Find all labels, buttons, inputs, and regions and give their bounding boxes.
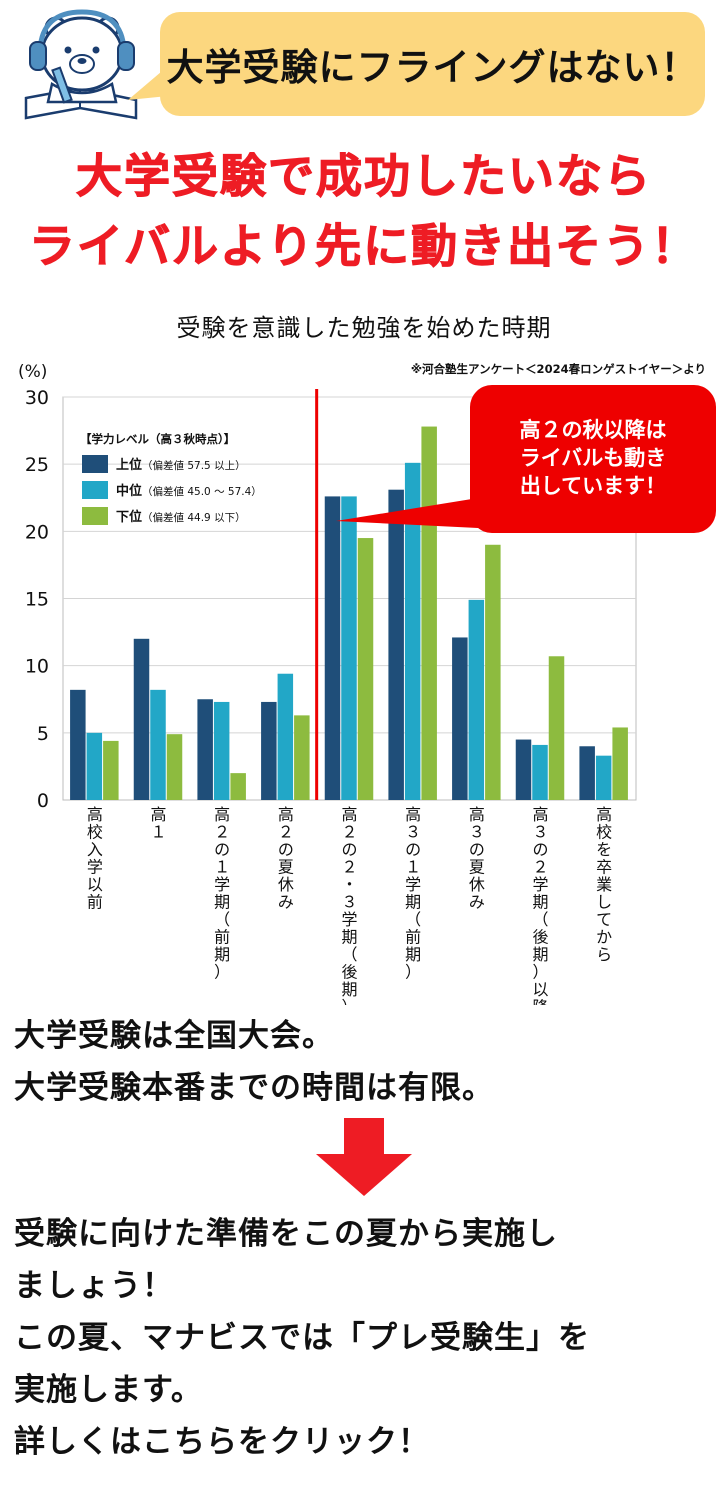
para2-line3: この夏、マナビスでは「プレ受験生」を bbox=[14, 1320, 590, 1356]
chart-title: 受験を意識した勉強を始めた時期 bbox=[176, 314, 552, 342]
legend-swatch bbox=[82, 507, 108, 525]
y-tick-label: 10 bbox=[25, 656, 49, 678]
down-arrow-icon bbox=[316, 1118, 412, 1196]
source-note: ※河合塾生アンケート＜2024春ロンゲストイヤー＞より bbox=[410, 362, 706, 376]
bar bbox=[532, 744, 548, 800]
bar bbox=[70, 689, 86, 800]
callout-text: 出しています！ bbox=[520, 474, 666, 498]
legend-title: 【学力レベル（高３秋時点）】 bbox=[80, 432, 235, 446]
bar bbox=[86, 732, 103, 800]
speech-bubble: 大学受験にフライングはない！ bbox=[160, 12, 705, 116]
bar bbox=[150, 689, 166, 800]
bar bbox=[452, 637, 468, 800]
bar bbox=[515, 739, 532, 800]
callout-pointer bbox=[336, 498, 478, 528]
bar bbox=[388, 489, 404, 800]
bar bbox=[197, 699, 213, 800]
bar bbox=[103, 740, 119, 800]
y-tick-label: 15 bbox=[25, 589, 49, 611]
bar bbox=[485, 544, 501, 800]
legend-swatch bbox=[82, 481, 108, 499]
para2-line1: 受験に向けた準備をこの夏から実施し bbox=[14, 1216, 558, 1252]
bar bbox=[404, 462, 421, 800]
bar bbox=[612, 727, 628, 800]
x-tick-label: 高校入学以前 bbox=[87, 805, 103, 912]
bar bbox=[468, 599, 485, 800]
x-tick-label: 高２の１学期（前期） bbox=[214, 805, 230, 982]
callout-text: 高２の秋以降は bbox=[520, 418, 667, 442]
legend-entry: 中位（偏差値 45.0 ～ 57.4） bbox=[116, 483, 262, 499]
legend-entry: 上位（偏差値 57.5 以上） bbox=[116, 457, 246, 473]
bar bbox=[579, 746, 595, 800]
bar bbox=[133, 638, 150, 800]
y-tick-label: 20 bbox=[25, 521, 49, 543]
callout-text: ライバルも動き bbox=[520, 446, 667, 470]
bubble-text: 大学受験にフライングはない！ bbox=[166, 46, 699, 89]
para2-line2: ましょう！ bbox=[14, 1268, 174, 1304]
bear-mascot-icon bbox=[18, 6, 148, 126]
y-tick-label: 5 bbox=[37, 723, 49, 745]
paragraph-cta[interactable]: 受験に向けた準備をこの夏から実施し ましょう！ この夏、マナビスでは「プレ受験生… bbox=[14, 1208, 590, 1468]
bar bbox=[421, 426, 437, 800]
bar bbox=[277, 673, 294, 800]
callout-box bbox=[470, 385, 716, 533]
bar bbox=[166, 734, 183, 800]
x-tick-label: 高２の夏休み bbox=[278, 805, 294, 912]
y-tick-label: 25 bbox=[25, 454, 49, 476]
headline-line1: 大学受験で成功したいなら bbox=[76, 149, 652, 204]
legend-swatch bbox=[82, 455, 108, 473]
bar bbox=[294, 715, 310, 800]
bar bbox=[324, 496, 341, 800]
paragraph-intro: 大学受験は全国大会。 大学受験本番までの時間は有限。 bbox=[14, 1010, 494, 1114]
bar bbox=[341, 496, 357, 800]
para1-line1: 大学受験は全国大会。 bbox=[14, 1018, 334, 1054]
y-axis-label: (%) bbox=[18, 362, 47, 382]
bar-chart: 0 5 10 15 20 25 30 (%) 高校入学以前 高１ 高２の１学期（前期） 高２の夏休み 高… bbox=[18, 362, 716, 1005]
x-tick-label: 高２の２・３学期（後期） bbox=[341, 805, 357, 1005]
headline-line2: ライバルより先に動き出そう！ bbox=[28, 219, 700, 274]
x-tick-label: 高３の１学期（前期） bbox=[405, 805, 421, 982]
bar bbox=[595, 755, 612, 800]
x-tick-label: 高校を卒業してから bbox=[596, 805, 612, 964]
bar bbox=[548, 656, 565, 800]
y-tick-label: 30 bbox=[25, 387, 49, 409]
x-tick-label: 高１ bbox=[150, 805, 166, 842]
x-tick-label: 高３の夏休み bbox=[469, 805, 485, 912]
bubble-tail-icon bbox=[128, 66, 168, 100]
bar bbox=[230, 773, 246, 800]
legend-entry: 下位（偏差値 44.9 以下） bbox=[116, 509, 246, 525]
para2-line5[interactable]: 詳しくはこちらをクリック！ bbox=[14, 1424, 430, 1460]
bar bbox=[213, 701, 230, 800]
para1-line2: 大学受験本番までの時間は有限。 bbox=[14, 1070, 494, 1106]
x-tick-label: 高３の２学期（後期）以降 bbox=[532, 805, 548, 1005]
bar bbox=[261, 701, 277, 800]
y-tick-label: 0 bbox=[37, 790, 49, 812]
para2-line4: 実施します。 bbox=[14, 1372, 203, 1408]
bar bbox=[357, 538, 374, 800]
